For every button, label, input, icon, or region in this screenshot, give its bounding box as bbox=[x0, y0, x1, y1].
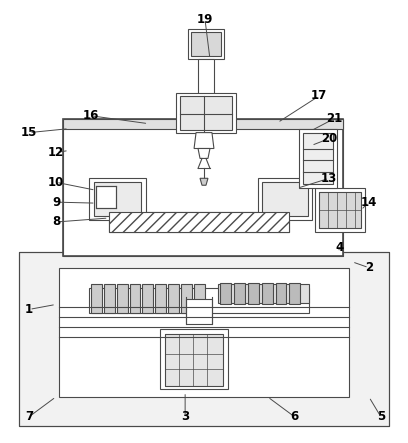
Bar bbox=[89, 288, 309, 313]
Bar bbox=[63, 119, 343, 256]
Bar bbox=[194, 284, 205, 313]
Bar bbox=[257, 178, 312, 220]
Text: 19: 19 bbox=[197, 13, 213, 26]
Bar bbox=[155, 284, 166, 313]
Text: 12: 12 bbox=[48, 146, 64, 159]
Bar bbox=[109, 212, 289, 232]
Text: 15: 15 bbox=[21, 126, 38, 139]
Bar bbox=[19, 252, 389, 426]
Bar bbox=[248, 283, 259, 304]
Polygon shape bbox=[198, 148, 210, 159]
Bar bbox=[109, 212, 289, 232]
Bar bbox=[218, 284, 309, 303]
Bar bbox=[289, 283, 300, 304]
Text: 5: 5 bbox=[377, 410, 385, 423]
Bar bbox=[117, 284, 128, 313]
Text: 8: 8 bbox=[52, 215, 60, 229]
Bar bbox=[59, 268, 349, 397]
Bar bbox=[165, 334, 223, 386]
Bar bbox=[91, 284, 102, 313]
Bar bbox=[275, 283, 286, 304]
Bar bbox=[129, 284, 140, 313]
Bar bbox=[262, 283, 273, 304]
Text: 10: 10 bbox=[48, 176, 64, 189]
Bar bbox=[303, 132, 333, 184]
Bar bbox=[186, 299, 212, 324]
Bar bbox=[89, 178, 146, 220]
Bar bbox=[160, 329, 228, 389]
Text: 2: 2 bbox=[365, 261, 373, 274]
Text: 13: 13 bbox=[321, 172, 337, 185]
Text: 20: 20 bbox=[321, 132, 337, 145]
Bar bbox=[63, 119, 343, 128]
Bar bbox=[181, 284, 192, 313]
Text: 16: 16 bbox=[82, 109, 99, 122]
Bar bbox=[176, 93, 236, 132]
Bar bbox=[198, 59, 214, 97]
Bar bbox=[96, 186, 115, 208]
Text: 6: 6 bbox=[290, 410, 299, 423]
Bar bbox=[188, 29, 224, 59]
Bar bbox=[180, 96, 232, 130]
Text: 1: 1 bbox=[25, 303, 33, 316]
Bar bbox=[63, 119, 343, 256]
Bar bbox=[168, 284, 179, 313]
Bar bbox=[94, 182, 142, 216]
Text: 3: 3 bbox=[181, 410, 189, 423]
Bar bbox=[299, 128, 337, 188]
Bar bbox=[262, 182, 308, 216]
Text: 4: 4 bbox=[335, 241, 343, 254]
Text: 14: 14 bbox=[361, 196, 377, 209]
Polygon shape bbox=[200, 178, 208, 185]
Bar bbox=[191, 32, 221, 56]
Text: 7: 7 bbox=[25, 410, 33, 423]
Bar bbox=[315, 188, 365, 232]
Bar bbox=[104, 284, 115, 313]
Polygon shape bbox=[194, 132, 214, 148]
Bar bbox=[319, 192, 361, 228]
Bar bbox=[19, 252, 389, 426]
Text: 9: 9 bbox=[52, 196, 60, 209]
Text: 17: 17 bbox=[311, 89, 327, 102]
Bar bbox=[142, 284, 153, 313]
Bar bbox=[220, 283, 231, 304]
Bar bbox=[234, 283, 245, 304]
Text: 21: 21 bbox=[326, 112, 342, 125]
